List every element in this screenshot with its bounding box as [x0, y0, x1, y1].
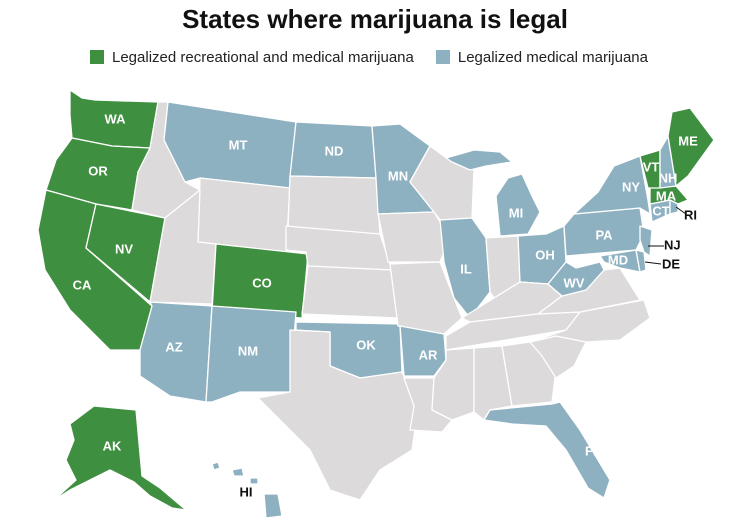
- legend-item-medical: Legalized medical marijuana: [435, 48, 648, 66]
- state-HI-2[interactable]: [231, 467, 245, 477]
- label-OK: OK: [356, 337, 376, 352]
- state-WY[interactable]: [197, 177, 291, 253]
- label-CT: CT: [652, 203, 669, 218]
- label-AZ: AZ: [165, 339, 182, 354]
- state-WV[interactable]: [547, 261, 605, 297]
- legend-item-recreational: Legalized recreational and medical marij…: [90, 49, 414, 66]
- legend-label-recreational: Legalized recreational and medical marij…: [112, 48, 414, 66]
- label-NV: NV: [115, 241, 133, 256]
- label-MD: MD: [608, 252, 628, 267]
- label-IL: IL: [460, 261, 472, 276]
- state-IL[interactable]: [439, 217, 491, 319]
- label-NM: NM: [238, 343, 258, 358]
- label-OR: OR: [88, 163, 108, 178]
- state-SD[interactable]: [287, 175, 381, 235]
- label-PA: PA: [595, 227, 613, 242]
- label-OH: OH: [535, 247, 555, 262]
- label-NJ: NJ: [664, 237, 681, 252]
- state-CO[interactable]: [211, 243, 309, 319]
- label-WV: WV: [564, 275, 585, 290]
- label-CA: CA: [73, 277, 92, 292]
- legend: Legalized recreational and medical marij…: [90, 47, 670, 67]
- leader-line-RI: [675, 206, 687, 215]
- state-ME[interactable]: [667, 107, 715, 187]
- label-MI: MI: [509, 205, 523, 220]
- label-VT: VT: [643, 159, 660, 174]
- map-title: States where marijuana is legal: [182, 4, 568, 34]
- label-WA: WA: [105, 111, 127, 126]
- label-NH: NH: [659, 170, 678, 185]
- label-CO: CO: [252, 275, 272, 290]
- state-DE[interactable]: [635, 249, 647, 273]
- label-DE: DE: [662, 256, 680, 271]
- label-ME: ME: [678, 133, 698, 148]
- state-GA[interactable]: [501, 341, 557, 407]
- state-MI[interactable]: [495, 173, 541, 237]
- state-KS[interactable]: [301, 265, 399, 319]
- label-ND: ND: [325, 143, 344, 158]
- label-FL: FL: [585, 443, 601, 458]
- label-RI: RI: [684, 207, 697, 222]
- state-HI-1[interactable]: [211, 461, 221, 471]
- label-NY: NY: [622, 179, 640, 194]
- label-MN: MN: [388, 168, 408, 183]
- legend-label-medical: Legalized medical marijuana: [457, 48, 648, 66]
- state-MI-upper[interactable]: [445, 149, 513, 171]
- label-MA: MA: [656, 188, 677, 203]
- state-MD[interactable]: [599, 249, 641, 273]
- state-NJ[interactable]: [639, 225, 653, 257]
- leader-line-DE: [644, 261, 662, 265]
- legend-swatch-medical: [435, 50, 450, 64]
- legend-swatch-recreational: [90, 50, 104, 64]
- state-FL[interactable]: [483, 401, 611, 499]
- label-MT: MT: [229, 137, 248, 152]
- label-HI: HI: [240, 484, 253, 499]
- state-HI-4[interactable]: [263, 493, 283, 519]
- state-AK[interactable]: [53, 405, 187, 511]
- label-AK: AK: [103, 438, 122, 453]
- state-NM[interactable]: [205, 305, 297, 403]
- state-NY[interactable]: [573, 155, 651, 215]
- state-HI-3[interactable]: [249, 477, 259, 485]
- label-AR: AR: [419, 347, 438, 362]
- state-TX[interactable]: [257, 329, 419, 501]
